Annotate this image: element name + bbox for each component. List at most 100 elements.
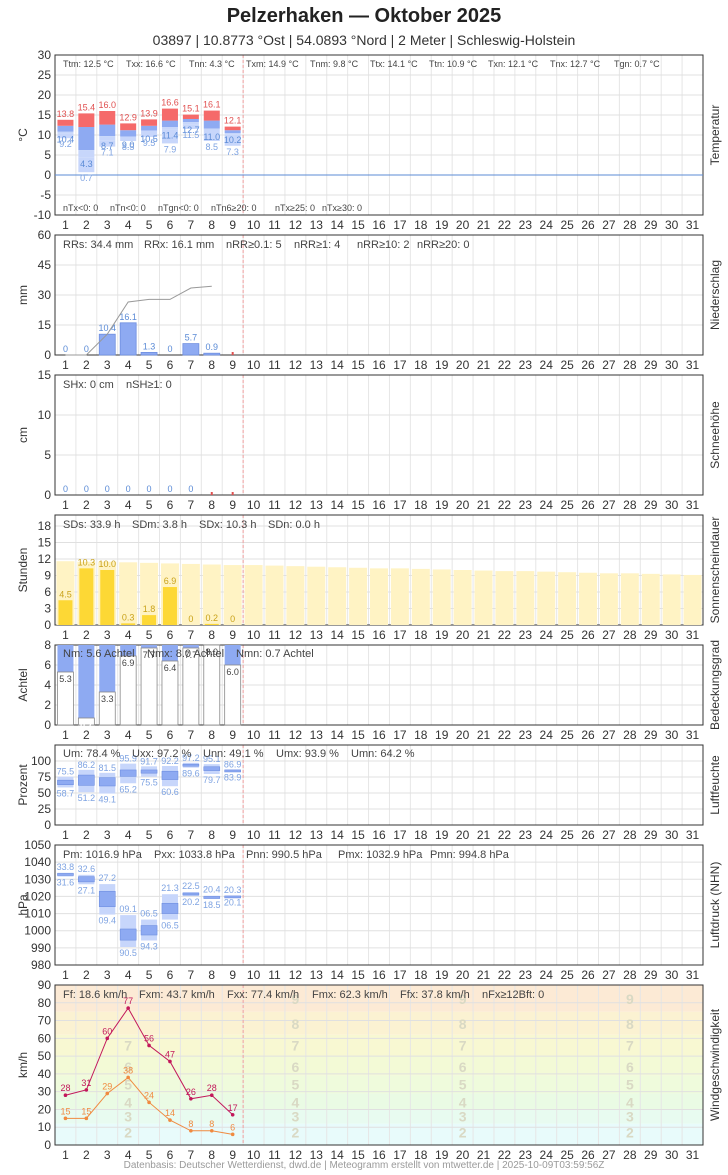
pressure-mean-bar xyxy=(57,873,74,876)
x-tick-label: 19 xyxy=(435,218,449,232)
x-tick-label: 23 xyxy=(519,358,533,372)
precip-bar xyxy=(119,322,137,356)
x-tick-label: 7 xyxy=(188,1148,195,1162)
x-tick-label: 31 xyxy=(686,498,700,512)
x-tick-label: 19 xyxy=(435,358,449,372)
wind-mean-label: 8 xyxy=(209,1119,214,1129)
panel-border xyxy=(54,984,704,1146)
humidity-stat: Um: 78.4 % xyxy=(63,748,121,760)
y-axis-label: °C xyxy=(16,128,30,142)
temp-stat: nTn<0: 0 xyxy=(110,203,146,213)
possible-sunshine-bar xyxy=(140,562,159,625)
x-tick-label: 25 xyxy=(560,218,574,232)
wind-mean-label: 8 xyxy=(188,1119,193,1129)
wind-mean-label: 38 xyxy=(123,1065,133,1075)
y-tick-label: 0 xyxy=(44,718,51,732)
x-tick-label: 16 xyxy=(372,828,386,842)
precip-stat: RRs: 34.4 mm xyxy=(63,239,133,251)
x-tick-label: 2 xyxy=(83,358,90,372)
x-tick-label: 6 xyxy=(167,968,174,982)
x-tick-label: 7 xyxy=(188,358,195,372)
wind-stat: Fmx: 62.3 km/h xyxy=(312,989,388,1001)
x-tick-label: 26 xyxy=(581,728,595,742)
beaufort-number: 6 xyxy=(626,1059,634,1075)
y-tick-label: 30 xyxy=(38,1085,52,1099)
y-tick-label: 8 xyxy=(44,638,51,652)
x-tick-label: 11 xyxy=(268,628,281,642)
x-tick-label: 25 xyxy=(560,358,574,372)
possible-sunshine-bar xyxy=(411,568,430,625)
pressure-max-label: 20.3 xyxy=(224,885,242,895)
x-tick-label: 24 xyxy=(540,968,554,982)
x-tick-label: 8 xyxy=(208,358,215,372)
x-tick-label: 31 xyxy=(686,968,700,982)
x-tick-label: 10 xyxy=(247,218,261,232)
x-tick-label: 28 xyxy=(623,498,637,512)
x-tick-label: 30 xyxy=(665,1148,679,1162)
possible-sunshine-bar xyxy=(370,568,388,625)
x-tick-label: 21 xyxy=(477,828,491,842)
possible-sunshine-bar xyxy=(349,567,368,625)
y-tick-label: 100 xyxy=(31,754,51,768)
x-tick-label: 10 xyxy=(247,628,261,642)
cloud-label: 3.3 xyxy=(101,694,114,704)
humidity-max-label: 95.1 xyxy=(203,754,221,764)
x-tick-label: 30 xyxy=(665,828,679,842)
x-tick-label: 11 xyxy=(268,828,281,842)
x-tick-label: 14 xyxy=(331,628,345,642)
sunshine-label: 6.9 xyxy=(164,576,177,586)
possible-sunshine-bar xyxy=(599,573,618,625)
x-tick-label: 4 xyxy=(125,358,132,372)
wind-gust-label: 47 xyxy=(165,1049,175,1059)
x-tick-label: 25 xyxy=(560,728,574,742)
temp-stat: nTx<0: 0 xyxy=(63,203,98,213)
wind-mean-point xyxy=(168,1118,172,1122)
precip-label: 5.7 xyxy=(185,333,198,343)
wind-gust-label: 28 xyxy=(60,1083,70,1093)
x-tick-label: 24 xyxy=(540,498,554,512)
wind-mean-label: 14 xyxy=(165,1108,175,1118)
possible-sunshine-bar xyxy=(579,572,598,625)
beaufort-band xyxy=(55,985,703,1012)
pressure-min-label: 31.6 xyxy=(57,878,75,888)
y-tick-label: -5 xyxy=(40,188,51,202)
mean-temp-bar xyxy=(182,119,199,123)
wind-gust-point xyxy=(209,1093,214,1098)
beaufort-band xyxy=(55,1109,703,1124)
x-tick-label: 22 xyxy=(498,358,512,372)
possible-sunshine-bar xyxy=(558,572,577,625)
sunshine-stat: SDn: 0.0 h xyxy=(268,519,320,531)
pressure-min-label: 90.5 xyxy=(119,948,137,958)
wind-mean-point xyxy=(230,1132,235,1137)
y-axis-label: Prozent xyxy=(16,764,30,806)
x-tick-label: 29 xyxy=(644,358,658,372)
tmax-label: 16.1 xyxy=(203,100,221,110)
x-tick-label: 13 xyxy=(310,628,324,642)
x-tick-label: 1 xyxy=(62,1148,69,1162)
x-tick-label: 7 xyxy=(188,498,195,512)
beaufort-number: 2 xyxy=(291,1125,299,1141)
pressure-stat: Pxx: 1033.8 hPa xyxy=(154,849,236,861)
cloud-label: 6.0 xyxy=(226,667,239,677)
x-tick-label: 9 xyxy=(229,828,236,842)
pressure-mean-bar xyxy=(98,890,116,908)
sunshine-stat: SDs: 33.9 h xyxy=(63,519,120,531)
x-tick-label: 18 xyxy=(414,628,428,642)
ground-temp-bar xyxy=(224,134,241,146)
beaufort-number: 8 xyxy=(291,1016,299,1032)
y-tick-label: 30 xyxy=(38,288,52,302)
pressure-stat: Pmn: 994.8 hPa xyxy=(430,849,510,861)
precip-label: 0 xyxy=(63,344,68,354)
snow-label: 0 xyxy=(63,484,68,494)
snow-stat: nSH≥1: 0 xyxy=(126,379,172,391)
possible-sunshine-bar xyxy=(495,571,514,625)
x-tick-label: 10 xyxy=(247,498,261,512)
cloud-label: 6.4 xyxy=(164,663,177,673)
temp-stat: Txx: 16.6 °C xyxy=(126,59,176,69)
humidity-min-label: 60.6 xyxy=(161,787,179,797)
y-tick-label: 70 xyxy=(38,1014,52,1028)
x-tick-label: 22 xyxy=(498,218,512,232)
max-temp-bar xyxy=(120,123,137,131)
sunshine-label: 10.0 xyxy=(98,559,116,569)
humidity-mean-bar xyxy=(98,777,116,787)
